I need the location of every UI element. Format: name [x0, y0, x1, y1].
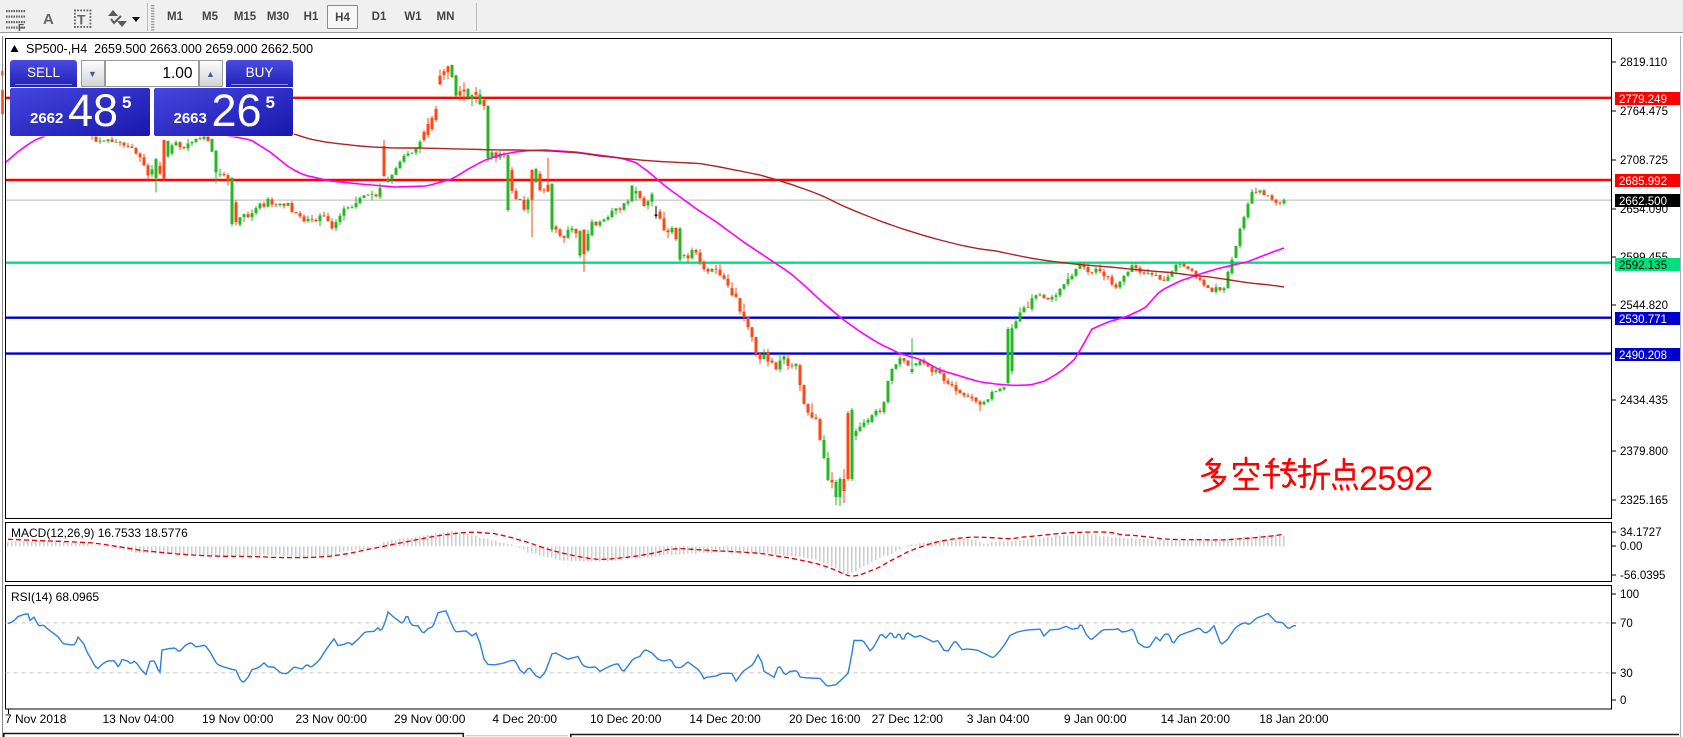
svg-text:4 Dec 20:00: 4 Dec 20:00: [492, 712, 557, 726]
svg-text:-56.0395: -56.0395: [1620, 570, 1665, 582]
svg-text:2490.208: 2490.208: [1619, 350, 1667, 362]
svg-text:20 Dec 16:00: 20 Dec 16:00: [789, 712, 861, 726]
svg-text:2662.500: 2662.500: [1619, 196, 1667, 208]
svg-text:7 Nov 2018: 7 Nov 2018: [5, 712, 67, 726]
svg-text:10 Dec 20:00: 10 Dec 20:00: [590, 712, 662, 726]
svg-text:30: 30: [1620, 668, 1633, 680]
svg-text:2544.820: 2544.820: [1620, 300, 1668, 312]
svg-text:23 Nov 00:00: 23 Nov 00:00: [296, 712, 368, 726]
svg-text:2530.771: 2530.771: [1619, 314, 1667, 326]
svg-text:13 Nov 04:00: 13 Nov 04:00: [103, 712, 175, 726]
svg-text:0.00: 0.00: [1620, 541, 1642, 553]
svg-text:2764.475: 2764.475: [1620, 106, 1668, 118]
svg-text:2379.800: 2379.800: [1620, 446, 1668, 458]
svg-text:2819.110: 2819.110: [1620, 57, 1667, 69]
svg-text:9 Jan 00:00: 9 Jan 00:00: [1064, 712, 1127, 726]
svg-text:2685.992: 2685.992: [1619, 176, 1667, 188]
svg-text:SP500-,H4 2659.500 2663.000 2: SP500-,H4 2659.500 2663.000 2659.000 266…: [26, 42, 313, 56]
svg-text:19 Nov 00:00: 19 Nov 00:00: [202, 712, 274, 726]
svg-text:3 Jan 04:00: 3 Jan 04:00: [967, 712, 1030, 726]
svg-text:14 Jan 20:00: 14 Jan 20:00: [1161, 712, 1231, 726]
svg-text:2434.435: 2434.435: [1620, 395, 1668, 407]
svg-text:14 Dec 20:00: 14 Dec 20:00: [689, 712, 761, 726]
svg-text:MACD(12,26,9) 16.7533 18.5776: MACD(12,26,9) 16.7533 18.5776: [11, 526, 188, 540]
svg-text:2325.165: 2325.165: [1620, 495, 1668, 507]
svg-text:2779.249: 2779.249: [1619, 94, 1667, 106]
svg-text:F: F: [18, 23, 24, 33]
svg-text:29 Nov 00:00: 29 Nov 00:00: [394, 712, 466, 726]
svg-text:18 Jan 20:00: 18 Jan 20:00: [1259, 712, 1329, 726]
svg-text:34.1727: 34.1727: [1620, 527, 1662, 539]
svg-text:2592: 2592: [1359, 460, 1433, 498]
svg-text:RSI(14) 68.0965: RSI(14) 68.0965: [11, 590, 99, 604]
svg-text:T: T: [77, 12, 86, 28]
svg-text:2708.725: 2708.725: [1620, 155, 1668, 167]
svg-text:27 Dec 12:00: 27 Dec 12:00: [872, 712, 944, 726]
svg-text:0: 0: [1620, 695, 1626, 707]
svg-text:100: 100: [1620, 589, 1639, 601]
svg-text:70: 70: [1620, 618, 1633, 630]
svg-text:A: A: [43, 11, 54, 28]
svg-text:2592.135: 2592.135: [1619, 260, 1667, 272]
